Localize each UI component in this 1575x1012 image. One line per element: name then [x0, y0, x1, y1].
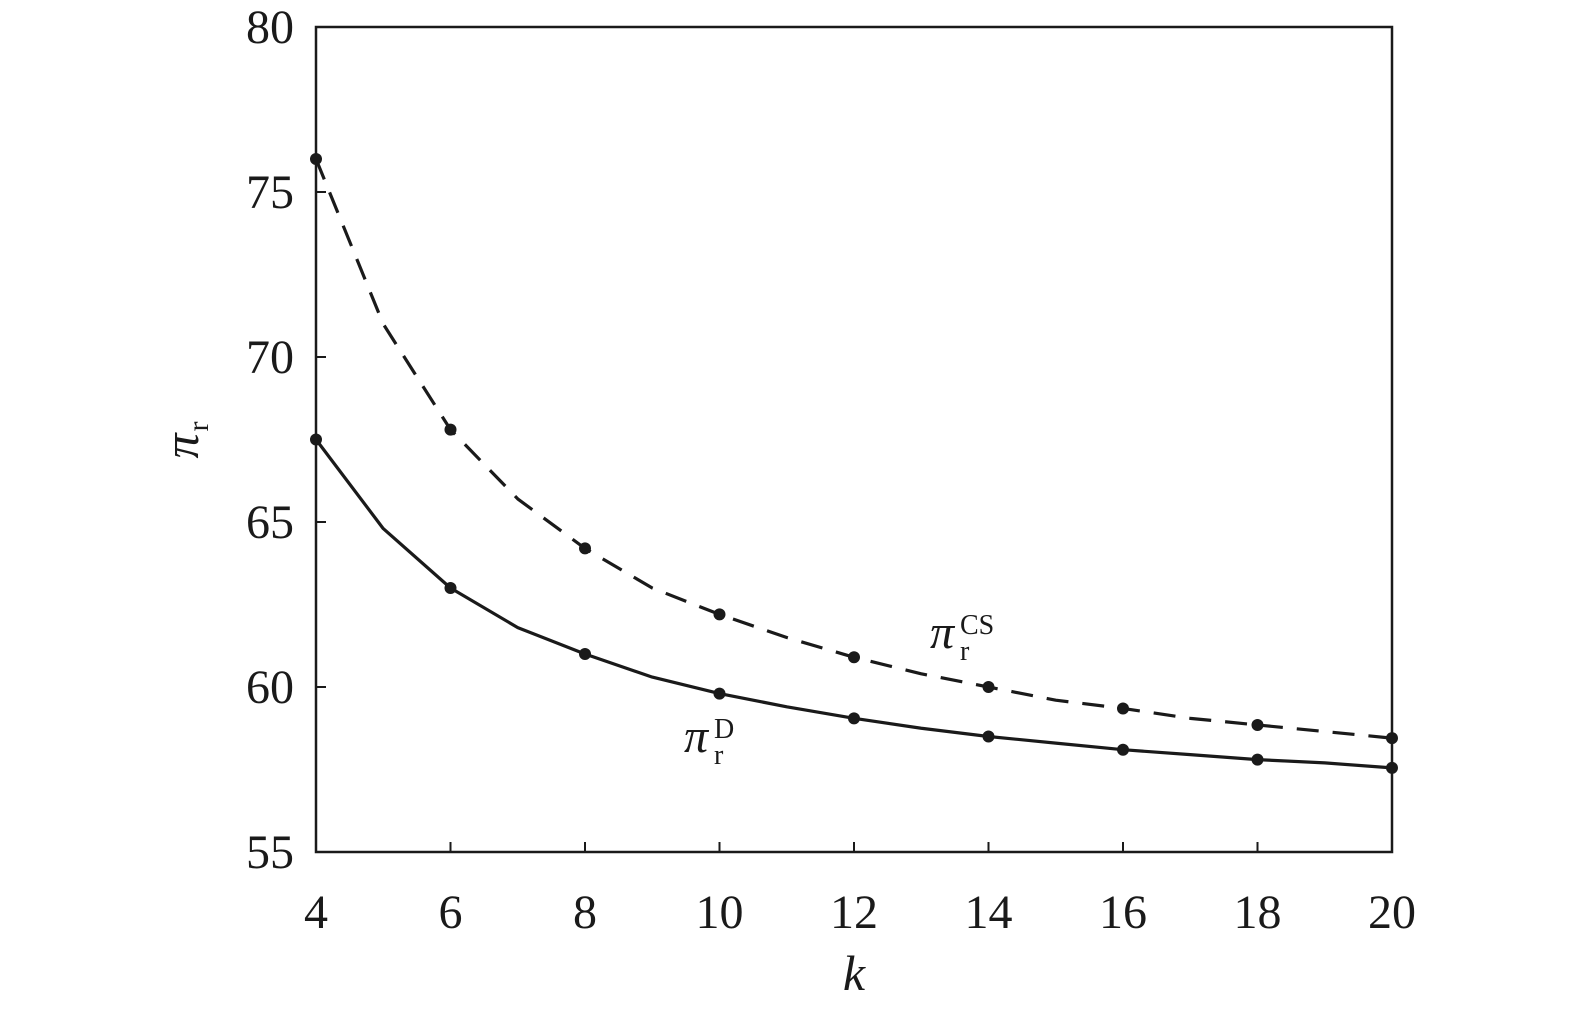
x-tick-label: 4: [304, 886, 328, 939]
x-tick-label: 10: [696, 886, 744, 939]
plot-frame: [314, 25, 1394, 854]
series-point-d: [579, 648, 591, 660]
series-point-d: [1117, 743, 1129, 756]
y-tick-label: 55: [246, 826, 294, 879]
series-point-d: [982, 730, 995, 743]
y-tick-label: 70: [246, 331, 294, 384]
y-tick-label: 75: [246, 166, 294, 219]
y-axis-label-sub: r: [182, 421, 215, 431]
series-layer: [310, 153, 1398, 774]
series-point-cs: [848, 651, 860, 664]
series-point-d: [713, 687, 726, 700]
series-label-d-sub: r: [714, 740, 724, 771]
series-point-cs: [1386, 732, 1398, 745]
svg-text:πr: πr: [153, 421, 215, 458]
x-tick-label: 16: [1099, 886, 1147, 939]
series-point-d: [1251, 753, 1264, 766]
series-point-cs: [444, 423, 457, 436]
series-label-cs-sub: r: [960, 636, 970, 667]
y-tick-label: 60: [246, 661, 294, 714]
x-axis-label: k: [843, 945, 866, 1001]
x-tick-label: 8: [573, 886, 597, 939]
series-point-d: [848, 712, 860, 725]
series-label-cs: π CS r: [930, 606, 994, 667]
series-label-d: π D r: [684, 710, 734, 771]
series-point-cs: [579, 542, 591, 555]
x-tick-label: 12: [830, 886, 878, 939]
series-label-d-sup: D: [714, 714, 734, 745]
y-tick-label: 80: [246, 1, 294, 54]
series-point-cs: [982, 681, 995, 693]
series-label-cs-main: π: [930, 606, 956, 659]
series-point-cs: [310, 153, 322, 165]
x-tick-label: 6: [439, 886, 463, 939]
y-axis-ticks: 55 60 65 70 75 80: [246, 1, 326, 879]
series-point-cs: [1251, 718, 1264, 731]
series-point-cs: [713, 608, 726, 621]
x-tick-label: 18: [1234, 886, 1282, 939]
x-tick-label: 14: [965, 886, 1013, 939]
series-point-d: [310, 433, 322, 446]
series-label-d-main: π: [684, 710, 710, 763]
y-axis-label-main: π: [153, 432, 209, 459]
series-label-cs-sup: CS: [960, 610, 994, 641]
x-tick-label: 20: [1368, 886, 1416, 939]
series-line-cs: [314, 158, 1393, 740]
y-tick-label: 65: [246, 496, 294, 549]
y-axis-label: πr: [153, 421, 215, 458]
series-point-cs: [1117, 702, 1129, 715]
series-point-d: [1386, 761, 1398, 774]
series-point-d: [444, 582, 457, 594]
x-axis-ticks: 4 6 8 10 12 14 16 18 20: [304, 842, 1416, 939]
